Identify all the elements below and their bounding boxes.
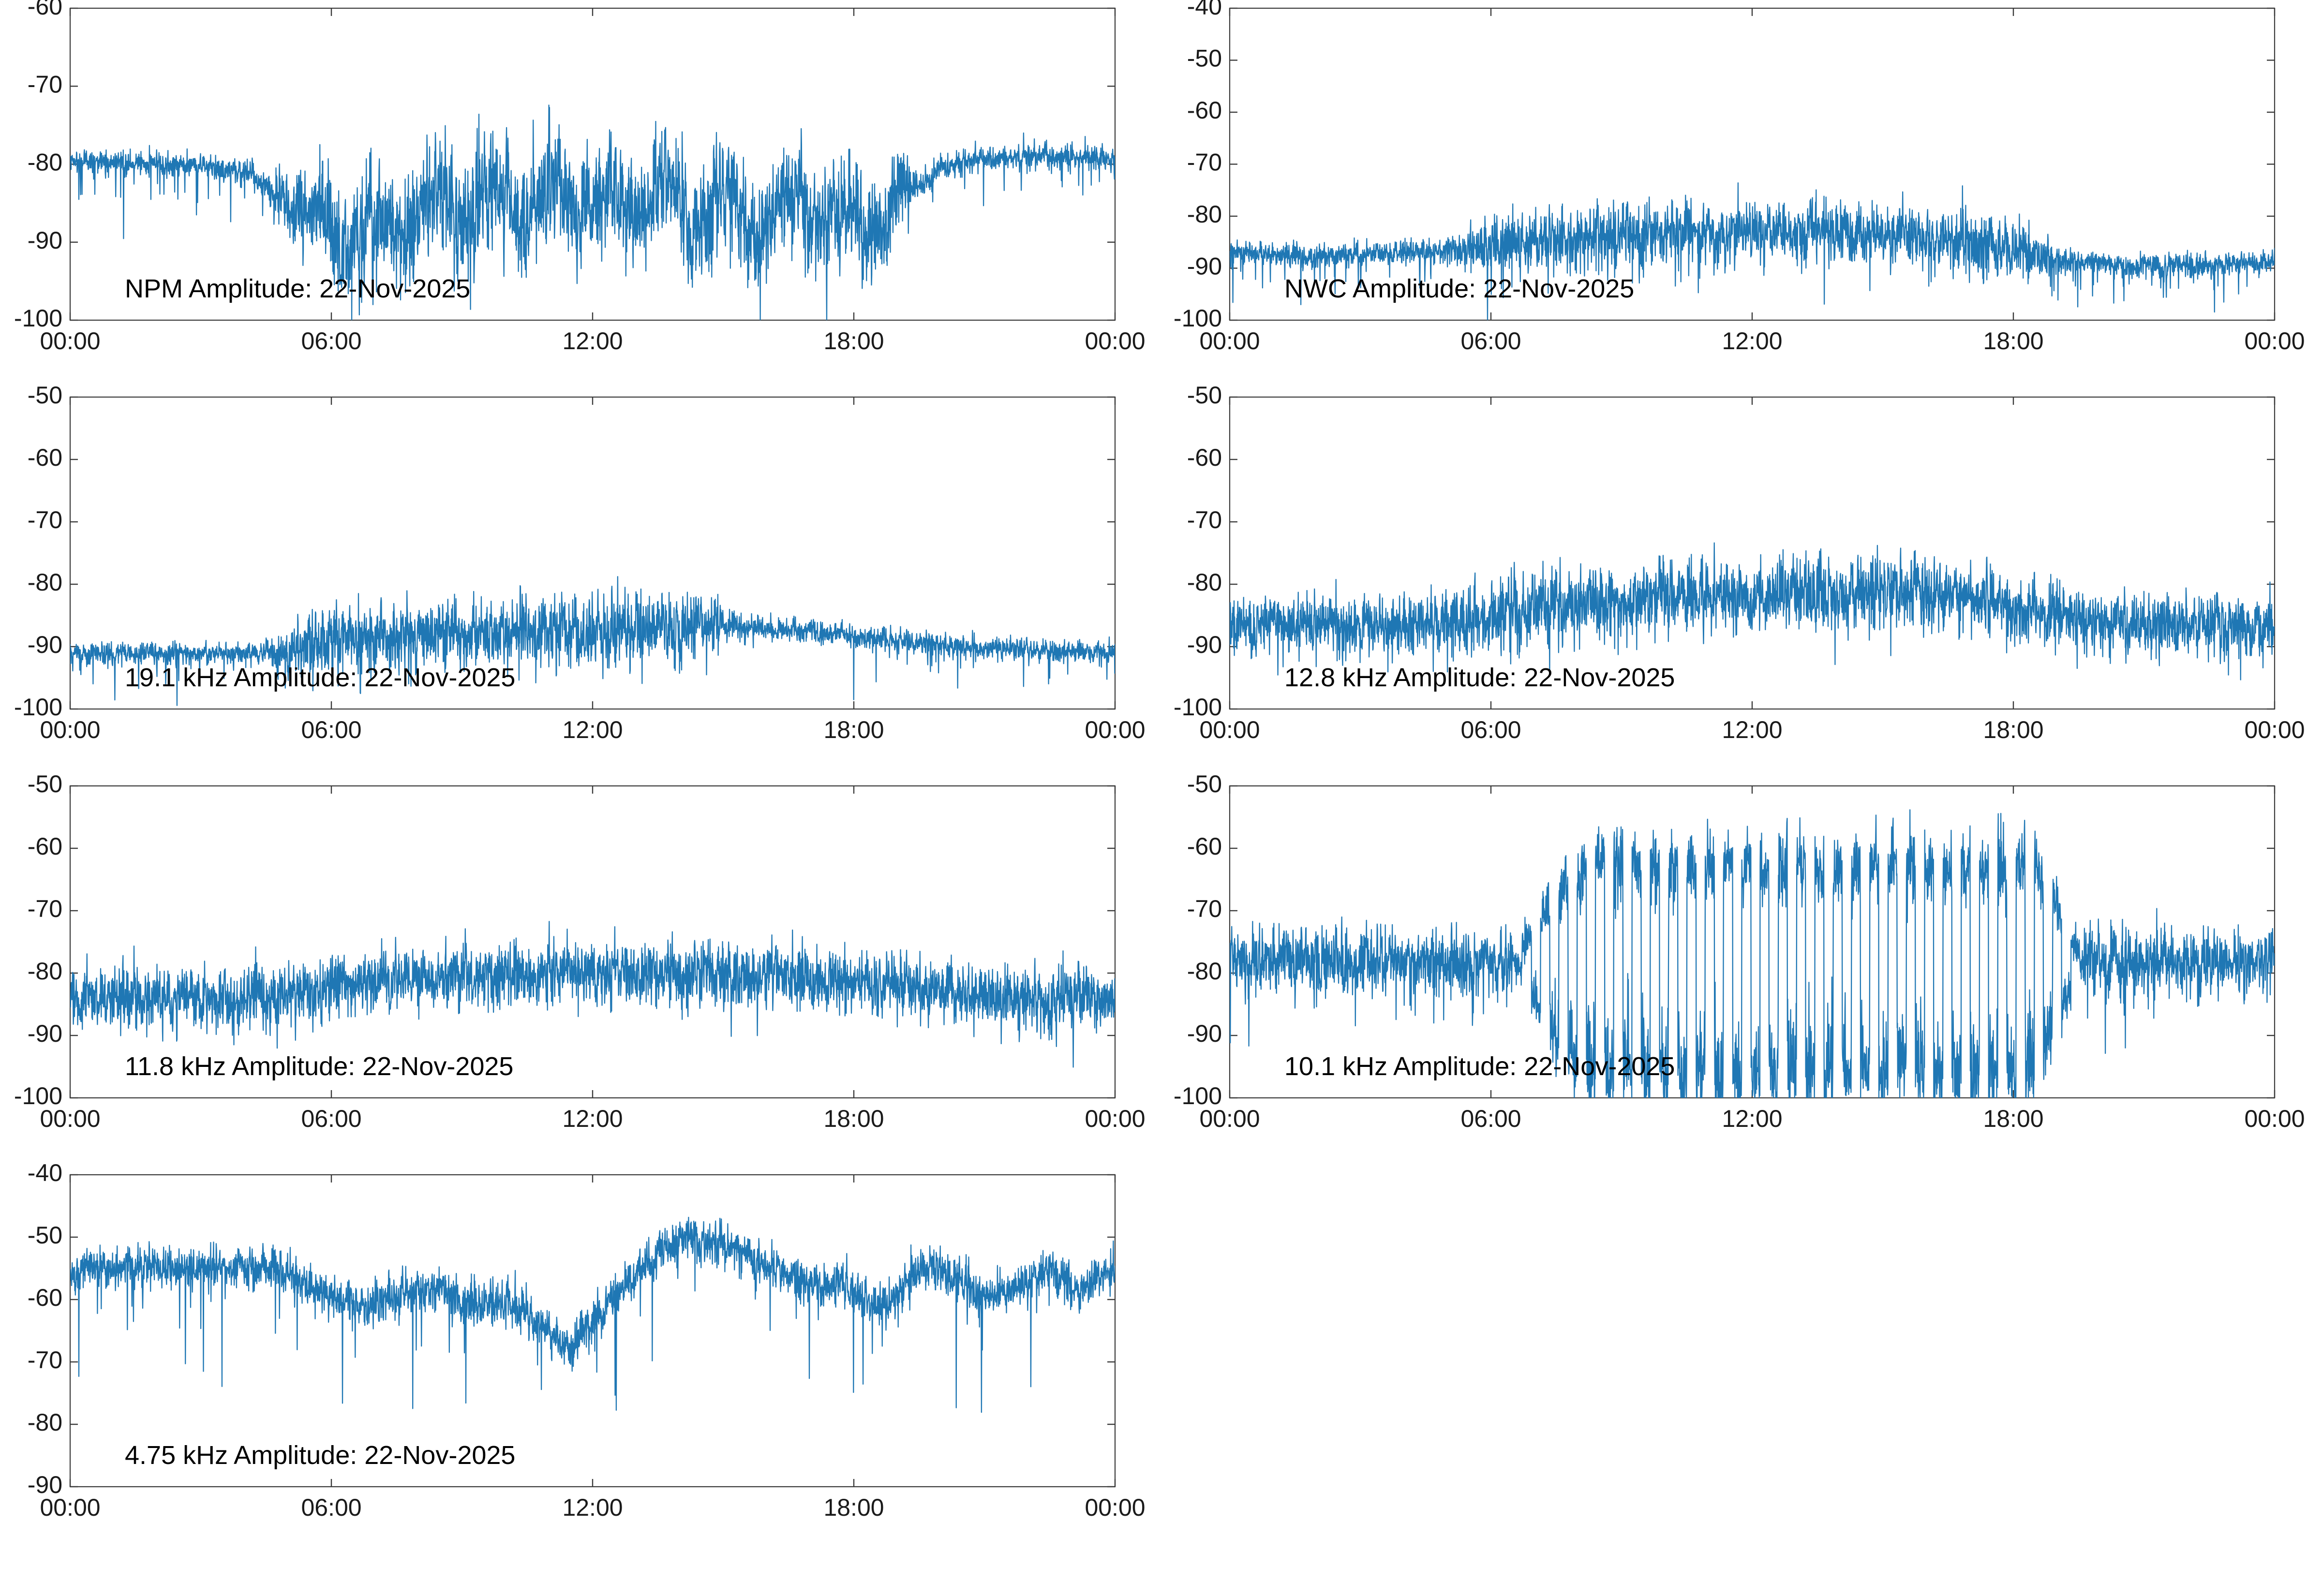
svg-text:18:00: 18:00 [823, 1105, 884, 1132]
svg-text:-80: -80 [28, 569, 62, 596]
svg-text:-50: -50 [28, 382, 62, 409]
svg-text:-80: -80 [1187, 201, 1222, 228]
svg-text:-80: -80 [1187, 569, 1222, 596]
svg-text:12:00: 12:00 [1722, 327, 1782, 355]
svg-text:12:00: 12:00 [1722, 716, 1782, 743]
svg-text:-70: -70 [1187, 895, 1222, 922]
svg-text:4.75 kHz Amplitude: 22-Nov-202: 4.75 kHz Amplitude: 22-Nov-2025 [125, 1441, 515, 1470]
svg-text:-70: -70 [1187, 506, 1222, 533]
svg-text:12:00: 12:00 [562, 1105, 623, 1132]
svg-text:00:00: 00:00 [1199, 1105, 1260, 1132]
svg-text:-80: -80 [28, 958, 62, 985]
svg-text:18:00: 18:00 [1983, 716, 2043, 743]
svg-text:-50: -50 [1187, 382, 1222, 409]
svg-text:06:00: 06:00 [301, 1105, 361, 1132]
svg-text:10.1 kHz Amplitude: 22-Nov-202: 10.1 kHz Amplitude: 22-Nov-2025 [1284, 1052, 1675, 1081]
svg-text:18:00: 18:00 [1983, 1105, 2043, 1132]
svg-text:00:00: 00:00 [1199, 716, 1260, 743]
svg-text:NWC Amplitude: 22-Nov-2025: NWC Amplitude: 22-Nov-2025 [1284, 274, 1634, 303]
svg-text:-50: -50 [28, 1222, 62, 1249]
svg-text:-60: -60 [28, 444, 62, 471]
svg-text:-70: -70 [1187, 149, 1222, 176]
svg-text:11.8 kHz Amplitude: 22-Nov-202: 11.8 kHz Amplitude: 22-Nov-2025 [125, 1052, 513, 1081]
svg-text:06:00: 06:00 [1460, 1105, 1521, 1132]
svg-text:-90: -90 [28, 631, 62, 658]
svg-text:06:00: 06:00 [301, 327, 361, 355]
svg-text:00:00: 00:00 [1085, 716, 1145, 743]
svg-text:00:00: 00:00 [1085, 1494, 1145, 1521]
svg-text:00:00: 00:00 [40, 716, 100, 743]
svg-text:-60: -60 [28, 1284, 62, 1311]
svg-text:-80: -80 [28, 1409, 62, 1436]
svg-text:-60: -60 [28, 833, 62, 860]
svg-text:18:00: 18:00 [823, 1494, 884, 1521]
svg-text:06:00: 06:00 [301, 1494, 361, 1521]
svg-text:18:00: 18:00 [1983, 327, 2043, 355]
svg-text:12:00: 12:00 [562, 716, 623, 743]
svg-text:12:00: 12:00 [562, 327, 623, 355]
svg-text:06:00: 06:00 [1460, 716, 1521, 743]
svg-text:12:00: 12:00 [1722, 1105, 1782, 1132]
svg-text:00:00: 00:00 [40, 327, 100, 355]
svg-text:-60: -60 [1187, 833, 1222, 860]
svg-text:12.8 kHz Amplitude: 22-Nov-202: 12.8 kHz Amplitude: 22-Nov-2025 [1284, 663, 1675, 692]
svg-text:-50: -50 [1187, 770, 1222, 798]
svg-text:-50: -50 [1187, 45, 1222, 72]
svg-text:00:00: 00:00 [40, 1105, 100, 1132]
svg-text:-90: -90 [28, 1020, 62, 1047]
svg-text:-80: -80 [1187, 958, 1222, 985]
svg-text:-90: -90 [1187, 1020, 1222, 1047]
svg-text:NPM Amplitude: 22-Nov-2025: NPM Amplitude: 22-Nov-2025 [125, 274, 470, 303]
svg-text:00:00: 00:00 [2244, 327, 2305, 355]
svg-text:00:00: 00:00 [1199, 327, 1260, 355]
svg-text:12:00: 12:00 [562, 1494, 623, 1521]
svg-text:-80: -80 [28, 149, 62, 176]
svg-text:-50: -50 [28, 770, 62, 798]
svg-text:-40: -40 [28, 1159, 62, 1186]
svg-text:00:00: 00:00 [1085, 1105, 1145, 1132]
svg-text:-90: -90 [1187, 253, 1222, 280]
svg-text:06:00: 06:00 [301, 716, 361, 743]
svg-text:19.1 kHz Amplitude: 22-Nov-202: 19.1 kHz Amplitude: 22-Nov-2025 [125, 663, 515, 692]
svg-text:-40: -40 [1187, 0, 1222, 20]
svg-text:-60: -60 [1187, 444, 1222, 471]
svg-text:00:00: 00:00 [2244, 1105, 2305, 1132]
svg-text:-60: -60 [28, 0, 62, 20]
svg-text:00:00: 00:00 [2244, 716, 2305, 743]
svg-text:-70: -70 [28, 71, 62, 98]
svg-text:-70: -70 [28, 506, 62, 533]
svg-text:-70: -70 [28, 895, 62, 922]
svg-text:-70: -70 [28, 1346, 62, 1374]
svg-text:-90: -90 [1187, 631, 1222, 658]
svg-text:06:00: 06:00 [1460, 327, 1521, 355]
svg-text:18:00: 18:00 [823, 716, 884, 743]
svg-text:00:00: 00:00 [40, 1494, 100, 1521]
svg-text:00:00: 00:00 [1085, 327, 1145, 355]
svg-text:-90: -90 [28, 227, 62, 254]
svg-text:18:00: 18:00 [823, 327, 884, 355]
svg-text:-60: -60 [1187, 97, 1222, 124]
